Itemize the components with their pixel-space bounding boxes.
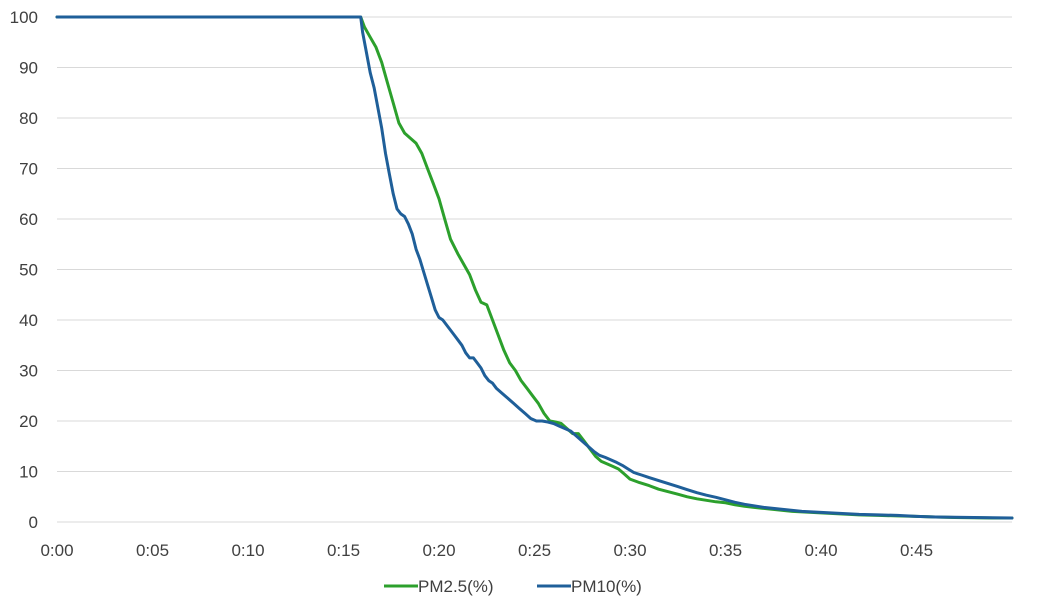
y-tick-label: 40 — [19, 311, 38, 330]
x-tick-label: 0:20 — [422, 541, 455, 560]
x-tick-label: 0:45 — [900, 541, 933, 560]
x-axis-tick-labels: 0:00 0:05 0:10 0:15 0:20 0:25 0:30 0:35 0:40 0:45 — [40, 541, 933, 560]
y-tick-label: 70 — [19, 160, 38, 179]
x-tick-label: 0:05 — [136, 541, 169, 560]
series-lines — [55, 15, 1014, 520]
series-line-pm10 — [55, 15, 1014, 520]
legend-label: PM2.5(%) — [418, 577, 494, 596]
y-tick-label: 100 — [10, 8, 38, 27]
y-tick-label: 50 — [19, 261, 38, 280]
y-tick-label: 90 — [19, 59, 38, 78]
x-tick-label: 0:40 — [804, 541, 837, 560]
x-tick-label: 0:10 — [231, 541, 264, 560]
y-tick-label: 60 — [19, 210, 38, 229]
series-line-pm25 — [55, 15, 1014, 520]
x-tick-label: 0:15 — [327, 541, 360, 560]
x-tick-label: 0:00 — [40, 541, 73, 560]
y-axis-tick-labels: 0 10 20 30 40 50 60 70 80 90 100 — [10, 8, 38, 532]
y-tick-label: 0 — [29, 513, 38, 532]
y-tick-label: 80 — [19, 109, 38, 128]
x-tick-label: 0:35 — [709, 541, 742, 560]
y-tick-label: 20 — [19, 412, 38, 431]
x-tick-label: 0:25 — [518, 541, 551, 560]
grid-lines — [57, 16, 1012, 472]
legend: PM2.5(%) PM10(%) — [384, 577, 642, 596]
y-tick-label: 10 — [19, 463, 38, 482]
y-tick-label: 30 — [19, 362, 38, 381]
x-tick-label: 0:30 — [613, 541, 646, 560]
legend-label: PM10(%) — [571, 577, 642, 596]
